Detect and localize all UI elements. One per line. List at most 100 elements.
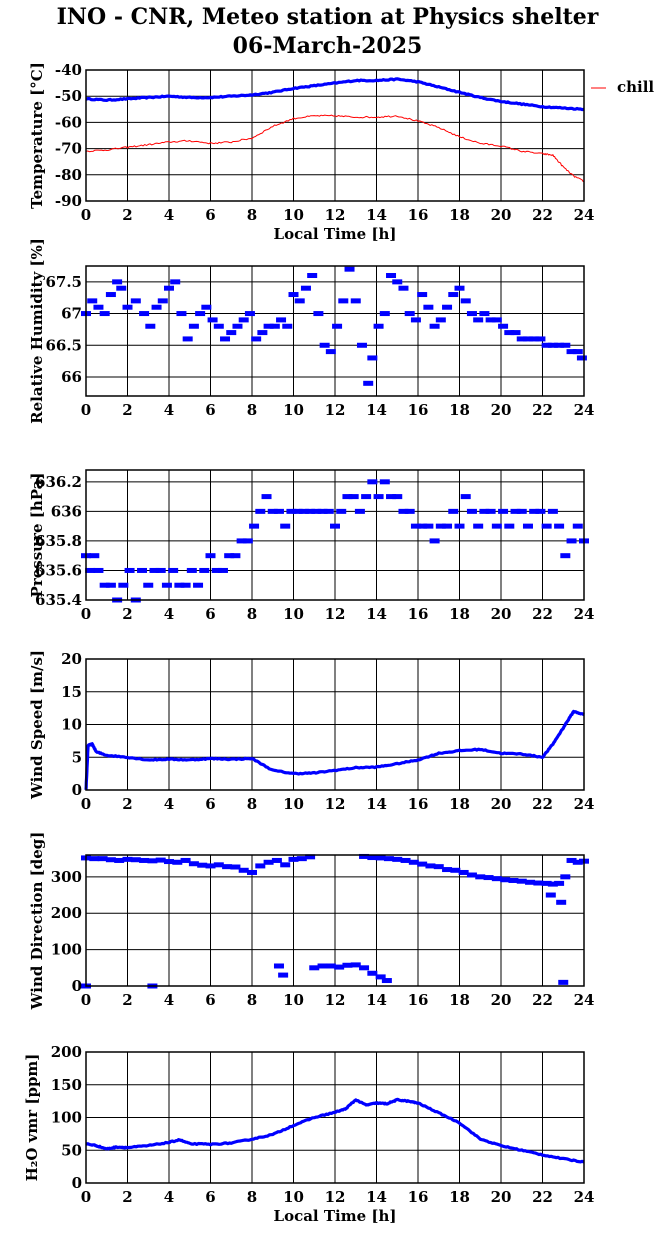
data-point [182, 336, 193, 342]
x-tick-label: 6 [205, 795, 215, 813]
data-point [130, 857, 141, 863]
data-point [348, 494, 359, 500]
data-point [425, 863, 436, 869]
data-point [392, 856, 403, 862]
data-point [211, 567, 222, 573]
data-point [139, 311, 150, 317]
data-point [298, 508, 309, 514]
y-axis-label: Wind Direction [deg] [28, 832, 46, 1011]
x-tick-label: 8 [247, 605, 257, 623]
data-point [286, 508, 297, 514]
data-point [350, 962, 361, 968]
data-point [217, 567, 228, 573]
x-tick-label: 14 [366, 605, 387, 623]
data-point [180, 857, 191, 863]
x-tick-label: 12 [325, 401, 346, 419]
data-point [224, 553, 235, 559]
data-point [363, 380, 374, 386]
data-point [554, 523, 565, 529]
data-point [386, 494, 397, 500]
x-tick-label: 20 [491, 795, 512, 813]
data-point [207, 317, 218, 323]
data-point [423, 304, 434, 310]
y-axis-label: Relative Humidity [%] [28, 238, 46, 424]
x-tick-label: 16 [408, 401, 429, 419]
x-tick-label: 16 [408, 605, 429, 623]
data-point [356, 342, 367, 348]
data-point [280, 523, 291, 529]
data-point [307, 273, 318, 279]
data-point [367, 355, 378, 361]
data-point [566, 538, 577, 544]
data-point [85, 567, 96, 573]
data-point [504, 523, 515, 529]
x-tick-label: 8 [247, 795, 257, 813]
y-tick-label: 10 [61, 716, 82, 734]
data-point [342, 962, 353, 968]
x-tick-label: 22 [532, 1188, 553, 1206]
data-point [255, 863, 266, 869]
data-point [433, 864, 444, 870]
data-point [288, 856, 299, 862]
x-tick-label: 20 [491, 1188, 512, 1206]
x-tick-label: 14 [366, 991, 387, 1009]
data-point [296, 856, 307, 862]
data-point [404, 508, 415, 514]
data-point [344, 266, 355, 272]
data-point [392, 494, 403, 500]
data-point [545, 892, 556, 898]
figure-date: 06-March-2025 [232, 33, 423, 59]
data-point [244, 311, 255, 317]
x-tick-label: 22 [532, 795, 553, 813]
x-tick-label: 4 [164, 401, 174, 419]
data-point [522, 523, 533, 529]
x-tick-label: 18 [449, 1188, 470, 1206]
data-point [361, 494, 372, 500]
data-point [93, 304, 104, 310]
data-point [336, 508, 347, 514]
data-point [114, 857, 125, 863]
data-point [510, 330, 521, 336]
data-point [473, 317, 484, 323]
data-point [255, 508, 266, 514]
data-point [381, 978, 392, 984]
y-tick-label: 100 [51, 941, 82, 959]
data-point [130, 298, 141, 304]
x-tick-label: 22 [532, 605, 553, 623]
data-point [317, 508, 328, 514]
data-point [269, 323, 280, 329]
y-tick-label: -80 [55, 166, 82, 184]
data-point [510, 508, 521, 514]
y-axis-label: H₂O vmr [ppm] [23, 1054, 41, 1182]
data-point [334, 964, 345, 970]
data-point [280, 862, 291, 868]
data-point [547, 508, 558, 514]
data-point [188, 323, 199, 329]
x-tick-label: 14 [366, 1188, 387, 1206]
y-tick-label: 0 [72, 977, 82, 995]
data-point [400, 857, 411, 863]
y-tick-label: 5 [72, 748, 82, 766]
x-tick-label: 10 [283, 605, 304, 623]
data-point [305, 854, 316, 860]
y-tick-label: 200 [51, 904, 82, 922]
data-point [533, 880, 544, 886]
x-tick-label: 4 [164, 605, 174, 623]
data-point [122, 304, 133, 310]
data-point [205, 553, 216, 559]
data-point [516, 336, 527, 342]
data-point [398, 508, 409, 514]
data-point [99, 582, 110, 588]
data-point [205, 863, 216, 869]
data-point [541, 880, 552, 886]
data-point [373, 494, 384, 500]
x-tick-label: 2 [122, 401, 132, 419]
data-point [547, 342, 558, 348]
x-tick-label: 4 [164, 206, 174, 224]
data-point [122, 856, 133, 862]
data-point [529, 336, 540, 342]
x-tick-label: 8 [247, 991, 257, 1009]
